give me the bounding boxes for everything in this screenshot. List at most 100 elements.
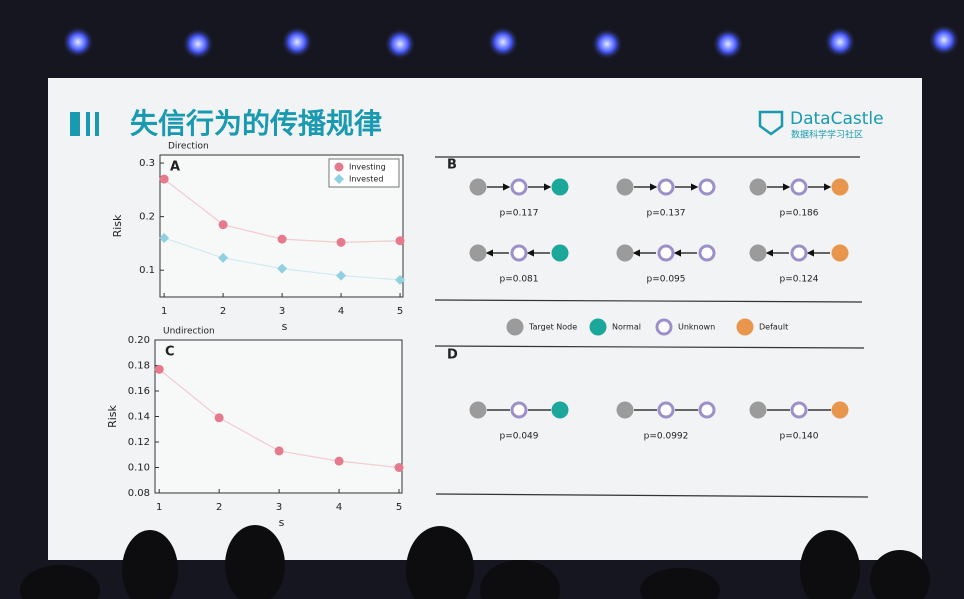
node [657, 244, 675, 262]
chart-title: Undirection [163, 327, 215, 337]
node [551, 401, 569, 419]
marker [218, 220, 228, 230]
logo: DataCastle [790, 109, 884, 129]
x-axis-label: s [282, 320, 288, 333]
legend-label: Default [759, 323, 788, 332]
y-axis-label: Risk [111, 214, 124, 237]
probability-label: p=0.081 [499, 275, 538, 285]
y-tick-label: 0.16 [128, 386, 150, 397]
x-tick-label: 2 [216, 502, 222, 513]
node [616, 178, 634, 196]
dividers [434, 156, 869, 498]
node [616, 401, 634, 419]
probability-label: p=0.186 [779, 209, 818, 219]
node [469, 401, 487, 419]
y-tick-label: 0.20 [128, 335, 150, 346]
x-axis-label: s [279, 516, 285, 529]
chart-title: Direction [168, 142, 209, 152]
probability-label: p=0.117 [499, 209, 538, 219]
marker [334, 162, 344, 172]
node [790, 244, 808, 262]
probability-label: p=0.124 [779, 275, 818, 285]
panel-label: A [170, 160, 180, 175]
marker [395, 236, 405, 246]
node [657, 401, 675, 419]
node [790, 178, 808, 196]
marker [336, 270, 347, 281]
marker [214, 413, 224, 423]
y-tick-label: 0.2 [139, 212, 155, 223]
x-tick-label: 1 [161, 306, 167, 317]
node [790, 401, 808, 419]
node [510, 178, 528, 196]
legend-node [655, 318, 673, 336]
title-mark [70, 112, 99, 136]
marker [394, 463, 404, 472]
node [698, 178, 716, 196]
panel-label: D [447, 348, 458, 363]
node [616, 244, 634, 262]
node [749, 401, 767, 419]
node [510, 244, 528, 262]
y-tick-label: 0.3 [139, 158, 155, 169]
legend-node [589, 318, 607, 336]
x-tick-label: 5 [396, 502, 402, 513]
legend-label: Normal [612, 323, 641, 332]
y-tick-label: 0.14 [128, 412, 150, 423]
panel-label: B [447, 158, 457, 173]
probability-label: p=0.140 [779, 432, 818, 442]
node [831, 178, 849, 196]
probability-label: p=0.137 [646, 209, 685, 219]
marker [218, 252, 229, 263]
y-tick-label: 0.12 [128, 437, 150, 448]
node [698, 401, 716, 419]
node [551, 244, 569, 262]
legend-label: Invested [349, 175, 383, 184]
marker [159, 174, 169, 184]
legend-label: Unknown [678, 323, 715, 332]
y-tick-label: 0.10 [128, 463, 150, 474]
stage-lights [62, 24, 960, 60]
legend-label: Target Node [528, 323, 577, 332]
marker [159, 233, 170, 244]
marker [277, 234, 287, 244]
marker [274, 446, 284, 456]
x-tick-label: 3 [276, 502, 282, 513]
y-tick-label: 0.1 [139, 265, 155, 276]
node [657, 178, 675, 196]
probability-label: p=0.0992 [644, 432, 689, 442]
audience [20, 525, 930, 599]
x-tick-label: 3 [279, 306, 285, 317]
x-tick-label: 1 [156, 502, 162, 513]
slide-title: 失信行为的传播规律 [130, 107, 382, 140]
node [749, 244, 767, 262]
panel-label: C [165, 345, 175, 360]
legend-node [506, 318, 524, 336]
x-tick-label: 2 [220, 306, 226, 317]
node [469, 244, 487, 262]
y-tick-label: 0.18 [128, 361, 150, 372]
plot-area [154, 339, 403, 494]
x-tick-label: 4 [338, 306, 344, 317]
legend-node [736, 318, 754, 336]
y-axis-label: Risk [106, 404, 119, 427]
marker [277, 263, 288, 274]
y-tick-label: 0.08 [128, 488, 150, 499]
probability-label: p=0.095 [646, 275, 685, 285]
logo-icon [758, 110, 784, 136]
node [698, 244, 716, 262]
node [831, 244, 849, 262]
node [510, 401, 528, 419]
logo-subtitle: 数据科学学习社区 [791, 129, 863, 141]
marker [395, 274, 406, 285]
legend-label: Investing [349, 163, 386, 172]
probability-label: p=0.049 [499, 432, 538, 442]
x-tick-label: 4 [336, 502, 342, 513]
marker [336, 237, 346, 247]
marker [334, 174, 344, 184]
node [469, 178, 487, 196]
node [749, 178, 767, 196]
node [831, 401, 849, 419]
x-tick-label: 5 [397, 306, 403, 317]
